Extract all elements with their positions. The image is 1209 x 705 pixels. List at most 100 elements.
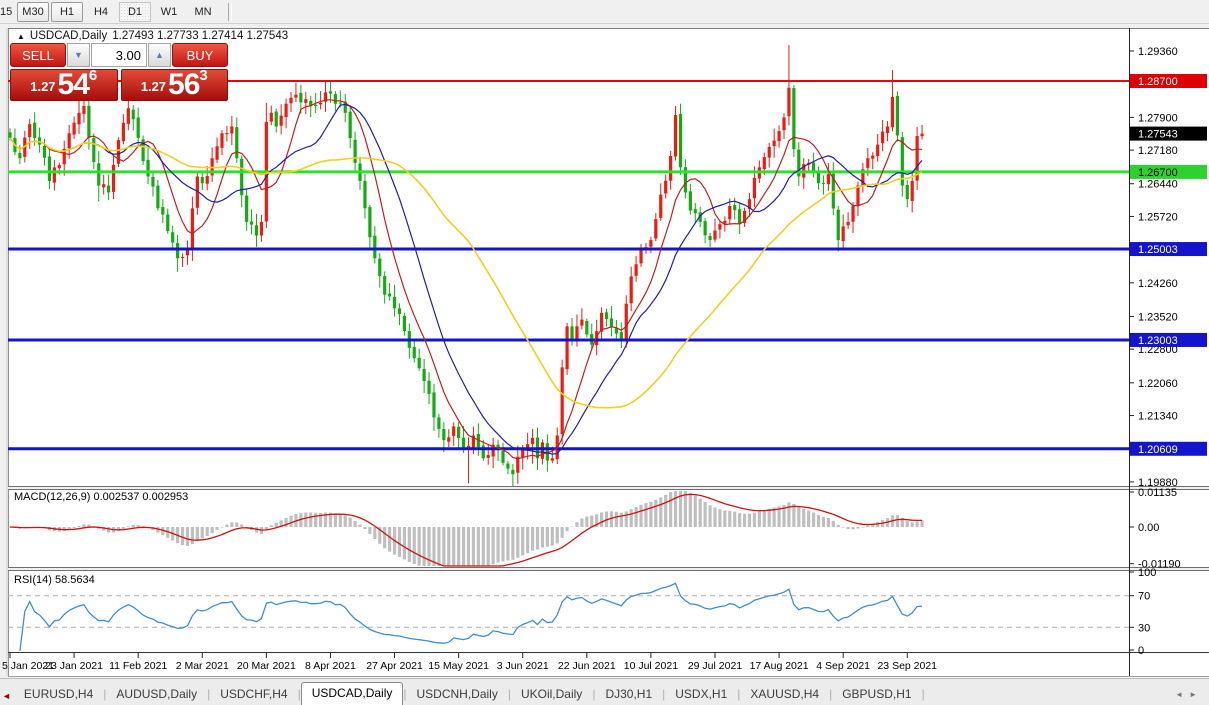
candle-body	[383, 276, 387, 295]
candle-body	[442, 429, 446, 441]
candle-body	[67, 133, 71, 149]
tab-audusd-daily[interactable]: AUDUSD,Daily	[116, 687, 198, 701]
collapse-arrow-icon[interactable]: ▲	[17, 31, 25, 41]
candle-body	[388, 293, 392, 297]
candle-body	[767, 146, 771, 158]
green-support-price-label	[1130, 164, 1207, 179]
volume-increase-button[interactable]: ▲	[148, 43, 171, 67]
price-tick-label: 1.27180	[1138, 145, 1178, 157]
candle-body	[481, 445, 485, 459]
candle-body	[457, 426, 461, 439]
date-label: 27 Apr 2021	[366, 660, 423, 672]
volume-decrease-button[interactable]: ▼	[67, 43, 90, 67]
green-support-price-label-text: 1.26700	[1138, 167, 1178, 179]
candle-body	[368, 207, 372, 238]
candle-body	[402, 315, 406, 331]
candle-body	[851, 205, 855, 222]
rsi-line	[19, 582, 923, 652]
tab-separator: |	[403, 687, 407, 701]
date-label: 29 Jul 2021	[688, 660, 742, 672]
candle-body	[151, 176, 155, 187]
tab-scroll-left-icon[interactable]: ◄	[2, 691, 11, 701]
candle-body	[738, 209, 742, 225]
candle-body	[284, 103, 288, 118]
tab-xauusd-h4[interactable]: XAUUSD,H4	[750, 687, 820, 701]
candle-body	[353, 139, 357, 163]
tab-scroll-arrows[interactable]: ◄►	[1175, 690, 1203, 699]
candle-body	[777, 131, 781, 142]
tab-usdx-h1[interactable]: USDX,H1	[675, 687, 728, 701]
tab-separator: |	[297, 687, 301, 701]
tab-usdchf-h4[interactable]: USDCHF,H4	[220, 687, 288, 701]
candle-body	[723, 220, 727, 224]
candles-layer	[8, 45, 924, 489]
timeframe-button-h4[interactable]: H4	[93, 5, 109, 18]
sell-price-pips: 54	[57, 68, 90, 101]
candle-body	[190, 208, 195, 251]
candle-body	[205, 176, 209, 184]
candle-body	[304, 99, 308, 103]
timeframe-button-h1[interactable]: H1	[51, 1, 83, 22]
price-axis[interactable]: 1.29360 1.27900 1.27180 1.26440 1.25720 1.242…	[1129, 46, 1207, 657]
buy-button[interactable]: BUY	[172, 43, 228, 67]
candle-body	[97, 163, 101, 186]
candle-body	[511, 469, 515, 475]
timeframe-button-m30[interactable]: M30	[17, 1, 49, 22]
timeframe-toolbar: 15 M30 H1 H4 D1 W1 MN	[0, 0, 1209, 24]
toolbar-clipped-m15-button[interactable]: 15	[0, 5, 13, 18]
macd-axis-label: 0.01135	[1138, 487, 1177, 499]
candle-body	[629, 276, 633, 304]
candle-body	[111, 164, 116, 192]
date-label: 5 Jan 2021	[2, 660, 54, 672]
tab-separator: |	[921, 687, 925, 701]
tab-dj30-h1[interactable]: DJ30,H1	[605, 687, 653, 701]
candle-body	[249, 221, 254, 225]
price-tick-label: 1.22800	[1138, 344, 1178, 356]
timeframe-button-d1[interactable]: D1	[119, 1, 151, 22]
tab-gbpusd-h1[interactable]: GBPUSD,H1	[842, 687, 912, 701]
candle-body	[639, 249, 643, 264]
candle-body	[240, 158, 244, 196]
rsi-label: RSI(14) 58.5634	[14, 574, 95, 586]
candle-body	[797, 149, 801, 177]
volume-input[interactable]	[91, 43, 147, 67]
candle-body	[274, 111, 278, 127]
buy-price-display[interactable]: 1.27 56 3	[120, 67, 228, 101]
date-label: 22 Jun 2021	[558, 660, 616, 672]
toolbar-separator	[228, 2, 232, 21]
tab-ukoil-daily[interactable]: UKOil,Daily	[520, 687, 583, 701]
candle-body	[905, 185, 909, 200]
candle-body	[343, 101, 347, 113]
timeframe-button-mn[interactable]: MN	[194, 5, 212, 18]
candle-body	[575, 326, 579, 341]
ma-mid-blue[interactable]	[9, 103, 923, 455]
candle-body	[545, 443, 549, 461]
price-tick-label: 1.27900	[1138, 112, 1178, 124]
candle-body	[609, 318, 614, 327]
tab-eurusd-h4[interactable]: EURUSD,H4	[23, 687, 94, 701]
one-click-trade-panel: SELL ▼ ▲ BUY 1.27 54 6 1.27 56 3	[10, 43, 228, 101]
date-label: 23 Jan 2021	[45, 660, 103, 672]
ma-slow-yellow[interactable]	[9, 137, 923, 409]
candle-body	[452, 426, 456, 436]
sell-price-display[interactable]: 1.27 54 6	[10, 67, 118, 101]
tab-usdcnh-daily[interactable]: USDCNH,Daily	[416, 687, 498, 701]
tab-usdcad-daily[interactable]: USDCAD,Daily	[300, 682, 404, 705]
candle-body	[215, 146, 219, 160]
candle-body	[289, 97, 293, 104]
candle-body	[550, 458, 554, 461]
sell-button[interactable]: SELL	[10, 43, 66, 67]
candle-body	[333, 94, 337, 104]
timeframe-button-w1[interactable]: W1	[160, 5, 178, 18]
candle-body	[678, 114, 683, 168]
candle-body	[841, 226, 845, 242]
candle-body	[516, 456, 520, 473]
sell-price-pipette: 6	[88, 67, 98, 84]
chart-title-symbol: USDCAD,Daily	[29, 30, 108, 42]
candle-body	[195, 176, 199, 208]
candle-body	[235, 127, 239, 159]
candle-body	[664, 180, 668, 194]
candle-body	[718, 224, 722, 230]
